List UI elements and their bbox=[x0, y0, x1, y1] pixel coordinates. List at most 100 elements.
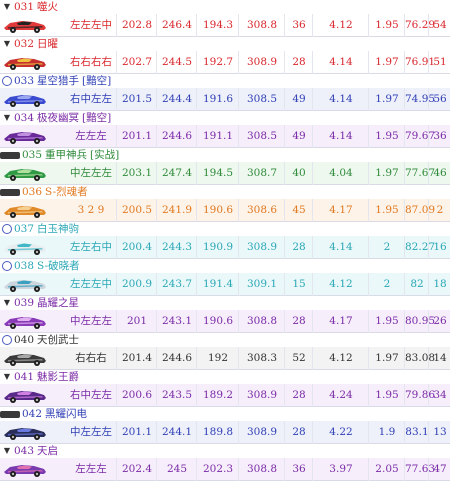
car-title-row[interactable]: 036 S-烈魂者 bbox=[0, 185, 450, 199]
car-number: 036 bbox=[22, 186, 43, 198]
top-speed-cell: 308.6 bbox=[238, 199, 285, 222]
car-title-row[interactable]: ▼ 031 噬火 bbox=[0, 0, 450, 14]
nitro-speed-cell: 192 bbox=[196, 347, 239, 370]
table-row: 左左左中 200.9 243.7 191.4 309.1 15 4.12 2 82 18 bbox=[0, 273, 450, 296]
car-name: 晶耀之星 bbox=[37, 297, 80, 309]
table-row: 左左左 201.1 244.6 191.1 308.5 49 4.14 1.95 79.67 36 bbox=[0, 125, 450, 148]
top-speed-cell: 308.5 bbox=[238, 125, 285, 148]
speed-cell: 203.1 bbox=[116, 162, 157, 185]
rank-cell: 14 bbox=[428, 347, 450, 370]
speed-cell: 201 bbox=[116, 310, 157, 333]
car-thumbnail-icon bbox=[4, 58, 46, 70]
car-title-row[interactable]: ▼ 032 日曜 bbox=[0, 37, 450, 51]
car-title-row[interactable]: ▼ 039 晶耀之星 bbox=[0, 296, 450, 310]
rank-cell: 16 bbox=[428, 236, 450, 259]
rank-cell: 26 bbox=[428, 310, 450, 333]
count-cell: 45 bbox=[284, 199, 313, 222]
car-name: 天启 bbox=[37, 445, 59, 457]
car-number: 042 bbox=[22, 408, 43, 420]
accel-cell: 3.97 bbox=[312, 458, 369, 481]
top-speed-cell: 308.3 bbox=[238, 347, 285, 370]
table-row: 3 2 9 200.5 241.9 190.6 308.6 45 4.17 1.95 87.09… bbox=[0, 199, 450, 222]
speed-cell: 200.5 bbox=[116, 199, 157, 222]
car-thumbnail-icon bbox=[4, 428, 46, 440]
accel-cell: 4.14 bbox=[312, 51, 369, 74]
car-name: 魅影王爵 bbox=[37, 371, 80, 383]
max-speed-cell: 244.5 bbox=[156, 51, 197, 74]
time-cell: 1.97 bbox=[368, 162, 405, 185]
ring-badge-icon bbox=[2, 335, 12, 345]
accel-cell: 4.22 bbox=[312, 421, 369, 444]
car-name: S-烈魂者 bbox=[45, 186, 88, 198]
score-cell: 87.09 bbox=[404, 199, 435, 222]
rank-cell: 47 bbox=[428, 458, 450, 481]
car-thumbnail-icon bbox=[4, 206, 46, 218]
accel-cell: 4.17 bbox=[312, 199, 369, 222]
max-speed-cell: 243.7 bbox=[156, 273, 197, 296]
car-name: S-破晓者 bbox=[37, 260, 80, 272]
car-title-row[interactable]: 037 白玉神驹 bbox=[0, 222, 450, 236]
direction-cell: 中左左左 bbox=[70, 426, 112, 438]
car-number: 043 bbox=[14, 445, 35, 457]
car-number: 035 bbox=[22, 149, 43, 161]
car-title-row[interactable]: ▼ 041 魅影王爵 bbox=[0, 370, 450, 384]
car-title-row[interactable]: 040 天创武士 bbox=[0, 333, 450, 347]
nitro-speed-cell: 190.6 bbox=[196, 199, 239, 222]
speed-cell: 202.8 bbox=[116, 14, 157, 37]
time-cell: 2.05 bbox=[368, 458, 405, 481]
nitro-speed-cell: 192.7 bbox=[196, 51, 239, 74]
car-title-row[interactable]: 042 黑耀闪电 bbox=[0, 407, 450, 421]
count-cell: 28 bbox=[284, 236, 313, 259]
count-cell: 28 bbox=[284, 384, 313, 407]
car-name: 重甲神兵 bbox=[45, 149, 88, 161]
max-speed-cell: 244.6 bbox=[156, 125, 197, 148]
car-tag: [黯空] bbox=[82, 75, 112, 87]
score-cell: 77.63 bbox=[404, 458, 435, 481]
top-speed-cell: 308.9 bbox=[238, 51, 285, 74]
time-cell: 1.95 bbox=[368, 199, 405, 222]
nitro-speed-cell: 194.5 bbox=[196, 162, 239, 185]
car-name: 白玉神驹 bbox=[37, 223, 80, 235]
rank-cell: 36 bbox=[428, 125, 450, 148]
car-name: 天创武士 bbox=[37, 334, 80, 346]
nitro-speed-cell: 191.6 bbox=[196, 88, 239, 111]
nitro-speed-cell: 191.1 bbox=[196, 125, 239, 148]
time-cell: 1.95 bbox=[368, 14, 405, 37]
table-row: 右中左左 201.5 244.4 191.6 308.5 49 4.14 1.97 74.95 5… bbox=[0, 88, 450, 111]
time-cell: 2 bbox=[368, 273, 405, 296]
max-speed-cell: 247.4 bbox=[156, 162, 197, 185]
car-title-row[interactable]: ▼ 043 天启 bbox=[0, 444, 450, 458]
car-tag: [黯空] bbox=[82, 112, 112, 124]
time-cell: 1.97 bbox=[368, 347, 405, 370]
collapse-triangle-icon: ▼ bbox=[3, 298, 11, 307]
rank-cell: 56 bbox=[428, 88, 450, 111]
count-cell: 36 bbox=[284, 458, 313, 481]
score-cell: 83.1 bbox=[404, 421, 429, 444]
top-speed-cell: 308.8 bbox=[238, 14, 285, 37]
score-cell: 82 bbox=[404, 273, 429, 296]
accel-cell: 4.12 bbox=[312, 347, 369, 370]
score-cell: 74.95 bbox=[404, 88, 435, 111]
count-cell: 28 bbox=[284, 421, 313, 444]
score-cell: 80.95 bbox=[404, 310, 435, 333]
score-cell: 83.08 bbox=[404, 347, 435, 370]
car-name: 极夜幽冥 bbox=[37, 112, 80, 124]
ring-badge-icon bbox=[2, 224, 12, 234]
car-title-row[interactable]: 033 星空猎手 [黯空] bbox=[0, 74, 450, 88]
time-cell: 1.97 bbox=[368, 51, 405, 74]
count-cell: 52 bbox=[284, 347, 313, 370]
car-title-row[interactable]: 035 重甲神兵 [实战] bbox=[0, 148, 450, 162]
car-title-row[interactable]: ▼ 034 极夜幽冥 [黯空] bbox=[0, 111, 450, 125]
car-title-row[interactable]: 038 S-破晓者 bbox=[0, 259, 450, 273]
car-number: 033 bbox=[14, 75, 35, 87]
car-number: 041 bbox=[14, 371, 35, 383]
max-speed-cell: 243.5 bbox=[156, 384, 197, 407]
nitro-speed-cell: 191.4 bbox=[196, 273, 239, 296]
max-speed-cell: 244.3 bbox=[156, 236, 197, 259]
car-thumbnail-icon bbox=[4, 243, 46, 255]
table-row: 右右右 201.4 244.6 192 308.3 52 4.12 1.97 83.08 14 bbox=[0, 347, 450, 370]
speed-cell: 200.4 bbox=[116, 236, 157, 259]
car-thumbnail-icon bbox=[4, 169, 46, 181]
max-speed-cell: 246.4 bbox=[156, 14, 197, 37]
